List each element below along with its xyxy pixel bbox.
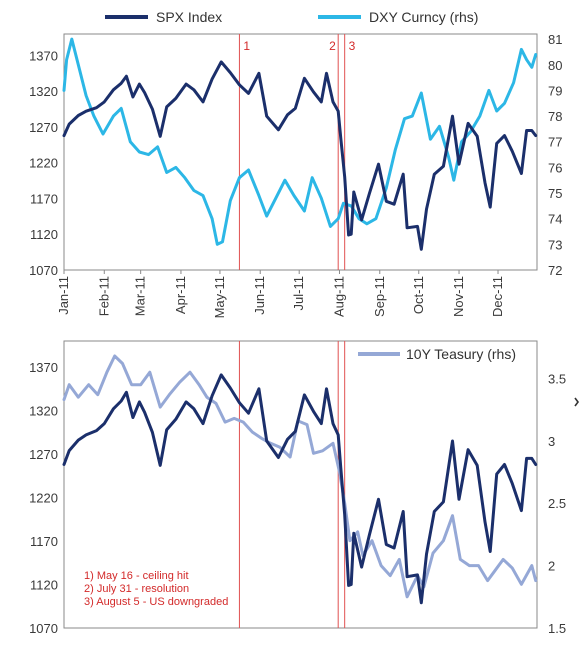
top-x-tick-label: May-11 (212, 276, 227, 318)
top-right-axis: 72 73 74 75 76 77 78 79 80 81 (548, 32, 562, 278)
top-x-tick-label: Jan-11 (56, 276, 71, 315)
event-note-3: 3) August 5 - US downgraded (84, 596, 228, 608)
bottom-plot-frame (63, 340, 538, 629)
top-x-tick-label: Oct-11 (411, 276, 426, 314)
bottom-series-line-rhs (62, 354, 538, 599)
legend-label-spx: SPX Index (156, 9, 222, 25)
bottom-legend-box (353, 344, 535, 364)
right-edge-mark (574, 397, 579, 407)
top-y2-tick-label: 73 (548, 237, 562, 252)
top-x-tick-label: Jun-11 (252, 276, 267, 315)
top-plot-frame (63, 33, 538, 271)
top-y2-tick-label: 76 (548, 160, 562, 175)
top-event-number-2: 2 (329, 39, 336, 53)
top-y2-tick-label: 77 (548, 135, 562, 150)
top-y2-tick-label: 75 (548, 186, 562, 201)
top-y2-tick-label: 81 (548, 32, 562, 47)
top-y-tick-label: 1070 (29, 263, 58, 278)
top-legend: SPX Index DXY Curncy (rhs) (105, 9, 478, 25)
chevron-right-icon (574, 397, 579, 407)
top-x-tick-label: Dec-11 (490, 276, 505, 317)
bottom-y-tick-label: 1070 (29, 621, 58, 636)
bottom-y2-tick-label: 3.5 (548, 371, 566, 386)
top-x-tick-label: Aug-11 (331, 276, 346, 317)
top-series-lines (62, 37, 538, 251)
event-note-1: 1) May 16 - ceiling hit (84, 570, 189, 582)
bottom-series-lines (62, 354, 538, 605)
bottom-y2-tick-label: 1.5 (548, 621, 566, 636)
top-y-tick-label: 1170 (30, 191, 58, 206)
bottom-y-tick-label: 1320 (29, 404, 58, 419)
event-notes: 1) May 16 - ceiling hit 2) July 31 - res… (84, 570, 228, 608)
top-event-number-1: 1 (243, 39, 250, 53)
top-x-tick-label: Mar-11 (133, 276, 148, 316)
top-y2-tick-label: 79 (548, 83, 562, 98)
bottom-y2-tick-label: 2 (548, 559, 555, 574)
top-x-tick-label: Sep-11 (372, 276, 387, 317)
top-x-axis: Jan-11 Feb-11 Mar-11 Apr-11 May-11 Jun-11 Jul-… (56, 270, 505, 318)
top-x-tick-label: Jul-11 (291, 276, 306, 310)
bottom-y-tick-label: 1120 (30, 578, 58, 593)
top-y2-tick-label: 72 (548, 263, 562, 278)
bottom-series-line-spx (62, 373, 538, 605)
top-y-tick-label: 1120 (30, 227, 58, 242)
top-y-tick-label: 1270 (29, 120, 58, 135)
top-y-tick-label: 1220 (29, 156, 58, 171)
top-y2-tick-label: 80 (548, 58, 562, 73)
bottom-y2-tick-label: 3 (548, 434, 555, 449)
legend-label-10y: 10Y Teasury (rhs) (406, 346, 516, 362)
top-y2-tick-label: 78 (548, 109, 562, 124)
bottom-y-tick-label: 1170 (30, 534, 58, 549)
top-x-tick-label: Feb-11 (96, 276, 111, 316)
top-x-tick-label: Nov-11 (451, 276, 466, 317)
top-y-tick-label: 1320 (29, 84, 58, 99)
bottom-y-tick-label: 1270 (29, 447, 58, 462)
top-left-axis: 1070 1120 1170 1220 1270 1320 1370 (29, 48, 58, 278)
top-y2-tick-label: 74 (548, 212, 562, 227)
top-y-tick-label: 1370 (29, 48, 58, 63)
bottom-event-lines (238, 341, 346, 628)
bottom-y-tick-label: 1370 (29, 360, 58, 375)
bottom-left-axis: 1070 1120 1170 1220 1270 1320 1370 (29, 360, 58, 636)
top-series-line-spx (62, 60, 538, 251)
event-note-2: 2) July 31 - resolution (84, 583, 189, 595)
legend-label-dxy: DXY Curncy (rhs) (369, 9, 478, 25)
bottom-right-axis: 1.5 2 2.5 3 3.5 (548, 371, 566, 636)
top-x-tick-label: Apr-11 (173, 276, 188, 314)
bottom-y-tick-label: 1220 (29, 491, 58, 506)
bottom-legend: 10Y Teasury (rhs) (353, 344, 535, 364)
top-event-number-3: 3 (349, 39, 356, 53)
bottom-y2-tick-label: 2.5 (548, 496, 566, 511)
